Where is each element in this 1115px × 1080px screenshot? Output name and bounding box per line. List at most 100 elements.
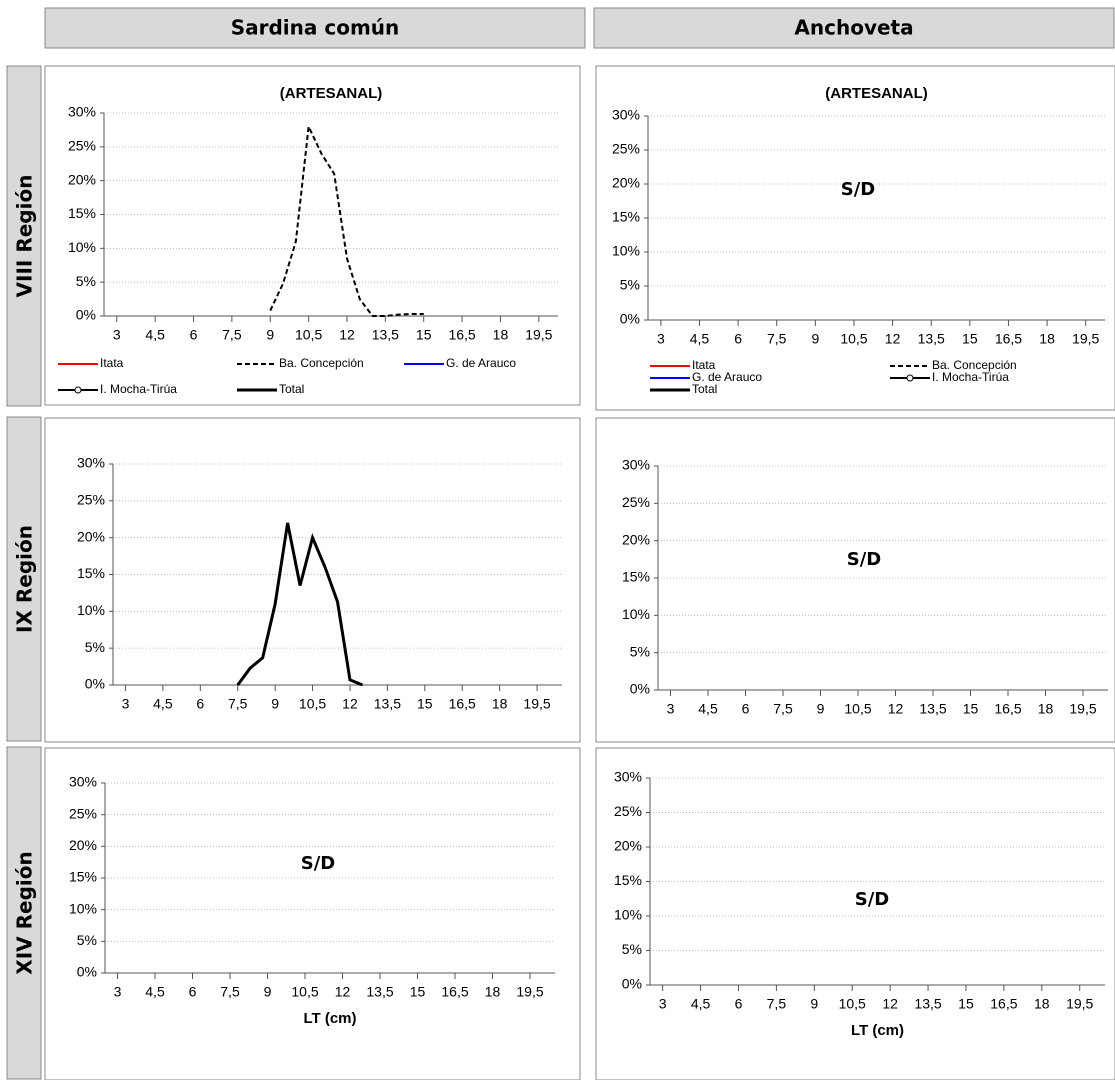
y-tick-label: 10% (69, 900, 97, 916)
x-tick-label: 4,5 (145, 327, 165, 343)
row-header: IX Región (13, 525, 37, 633)
y-tick-label: 25% (622, 494, 650, 510)
y-tick-label: 25% (614, 803, 642, 819)
x-tick-label: 6 (196, 696, 204, 712)
x-tick-label: 13,5 (914, 996, 941, 1012)
x-tick-label: 18 (1038, 701, 1054, 717)
x-tick-label: 18 (493, 327, 509, 343)
x-tick-label: 18 (1039, 331, 1055, 347)
y-tick-label: 0% (622, 976, 642, 992)
x-tick-label: 4,5 (698, 701, 718, 717)
x-tick-label: 10,5 (299, 696, 326, 712)
x-tick-label: 12 (335, 984, 351, 1000)
y-tick-label: 25% (69, 805, 97, 821)
column-header: Anchoveta (794, 16, 913, 40)
y-tick-label: 30% (622, 457, 650, 473)
x-tick-label: 3 (667, 701, 675, 717)
chart-title: (ARTESANAL) (280, 85, 383, 102)
x-tick-label: 16,5 (449, 696, 476, 712)
x-tick-label: 7,5 (767, 331, 787, 347)
x-tick-label: 3 (114, 984, 122, 1000)
x-tick-label: 13,5 (918, 331, 945, 347)
row-header: XIV Región (13, 851, 37, 974)
legend-label: G. de Arauco (446, 356, 516, 370)
x-tick-label: 16,5 (995, 331, 1022, 347)
y-tick-label: 5% (630, 643, 650, 659)
y-tick-label: 15% (69, 869, 97, 885)
y-tick-label: 15% (77, 565, 105, 581)
panel (595, 65, 1115, 411)
x-tick-label: 15 (410, 984, 426, 1000)
y-tick-label: 30% (612, 107, 640, 123)
y-tick-label: 0% (85, 676, 105, 692)
x-tick-label: 16,5 (994, 701, 1021, 717)
x-tick-label: 13,5 (374, 696, 401, 712)
x-tick-label: 4,5 (691, 996, 711, 1012)
annotation: S/D (841, 179, 875, 200)
y-tick-label: 15% (622, 569, 650, 585)
x-tick-label: 12 (885, 331, 901, 347)
x-tick-label: 12 (882, 996, 898, 1012)
annotation: S/D (855, 889, 889, 910)
panel (44, 417, 581, 743)
y-tick-label: 10% (612, 243, 640, 259)
row-header-box (6, 416, 42, 742)
y-tick-label: 5% (622, 941, 642, 957)
x-tick-label: 10,5 (844, 701, 871, 717)
y-tick-label: 10% (614, 907, 642, 923)
x-tick-label: 18 (485, 984, 501, 1000)
x-tick-label: 12 (888, 701, 904, 717)
x-tick-label: 7,5 (222, 327, 242, 343)
chart-title: (ARTESANAL) (825, 85, 928, 102)
x-tick-label: 6 (190, 327, 198, 343)
x-tick-label: 6 (734, 331, 742, 347)
legend-label: Itata (692, 358, 716, 372)
y-tick-label: 30% (69, 774, 97, 790)
y-tick-label: 20% (622, 531, 650, 547)
x-tick-label: 19,5 (1069, 701, 1096, 717)
x-tick-label: 10,5 (295, 327, 322, 343)
y-tick-label: 20% (612, 175, 640, 191)
y-tick-label: 25% (77, 492, 105, 508)
x-tick-label: 9 (811, 331, 819, 347)
x-tick-label: 7,5 (773, 701, 793, 717)
column-header-box (593, 7, 1115, 49)
x-tick-label: 7,5 (220, 984, 240, 1000)
y-tick-label: 15% (68, 205, 96, 221)
x-tick-label: 3 (113, 327, 121, 343)
row-header-box (6, 746, 42, 1080)
x-tick-label: 19,5 (523, 696, 550, 712)
annotation: S/D (301, 853, 335, 874)
x-tick-label: 7,5 (767, 996, 787, 1012)
x-tick-label: 16,5 (448, 327, 475, 343)
row-header-box (6, 65, 42, 407)
x-tick-label: 15 (958, 996, 974, 1012)
x-tick-label: 7,5 (228, 696, 248, 712)
legend-label: Ba. Concepción (279, 356, 364, 370)
x-tick-label: 16,5 (990, 996, 1017, 1012)
y-tick-label: 15% (614, 872, 642, 888)
x-tick-label: 13,5 (366, 984, 393, 1000)
x-tick-label: 12 (339, 327, 355, 343)
y-tick-label: 20% (69, 837, 97, 853)
legend-label: I. Mocha-Tirúa (932, 370, 1009, 384)
row-header: VIII Región (13, 175, 37, 298)
y-tick-label: 5% (76, 273, 96, 289)
x-axis-label: LT (cm) (851, 1022, 904, 1039)
x-tick-label: 15 (416, 327, 432, 343)
y-tick-label: 5% (85, 639, 105, 655)
y-tick-label: 0% (77, 964, 97, 980)
x-tick-label: 12 (342, 696, 358, 712)
legend-label: Itata (100, 356, 124, 370)
x-tick-label: 6 (189, 984, 197, 1000)
x-tick-label: 19,5 (516, 984, 543, 1000)
y-tick-label: 5% (77, 932, 97, 948)
y-tick-label: 25% (612, 141, 640, 157)
x-tick-label: 4,5 (145, 984, 165, 1000)
y-tick-label: 10% (622, 606, 650, 622)
x-tick-label: 13,5 (919, 701, 946, 717)
x-tick-label: 9 (266, 327, 274, 343)
x-tick-label: 19,5 (1066, 996, 1093, 1012)
y-tick-label: 15% (612, 209, 640, 225)
